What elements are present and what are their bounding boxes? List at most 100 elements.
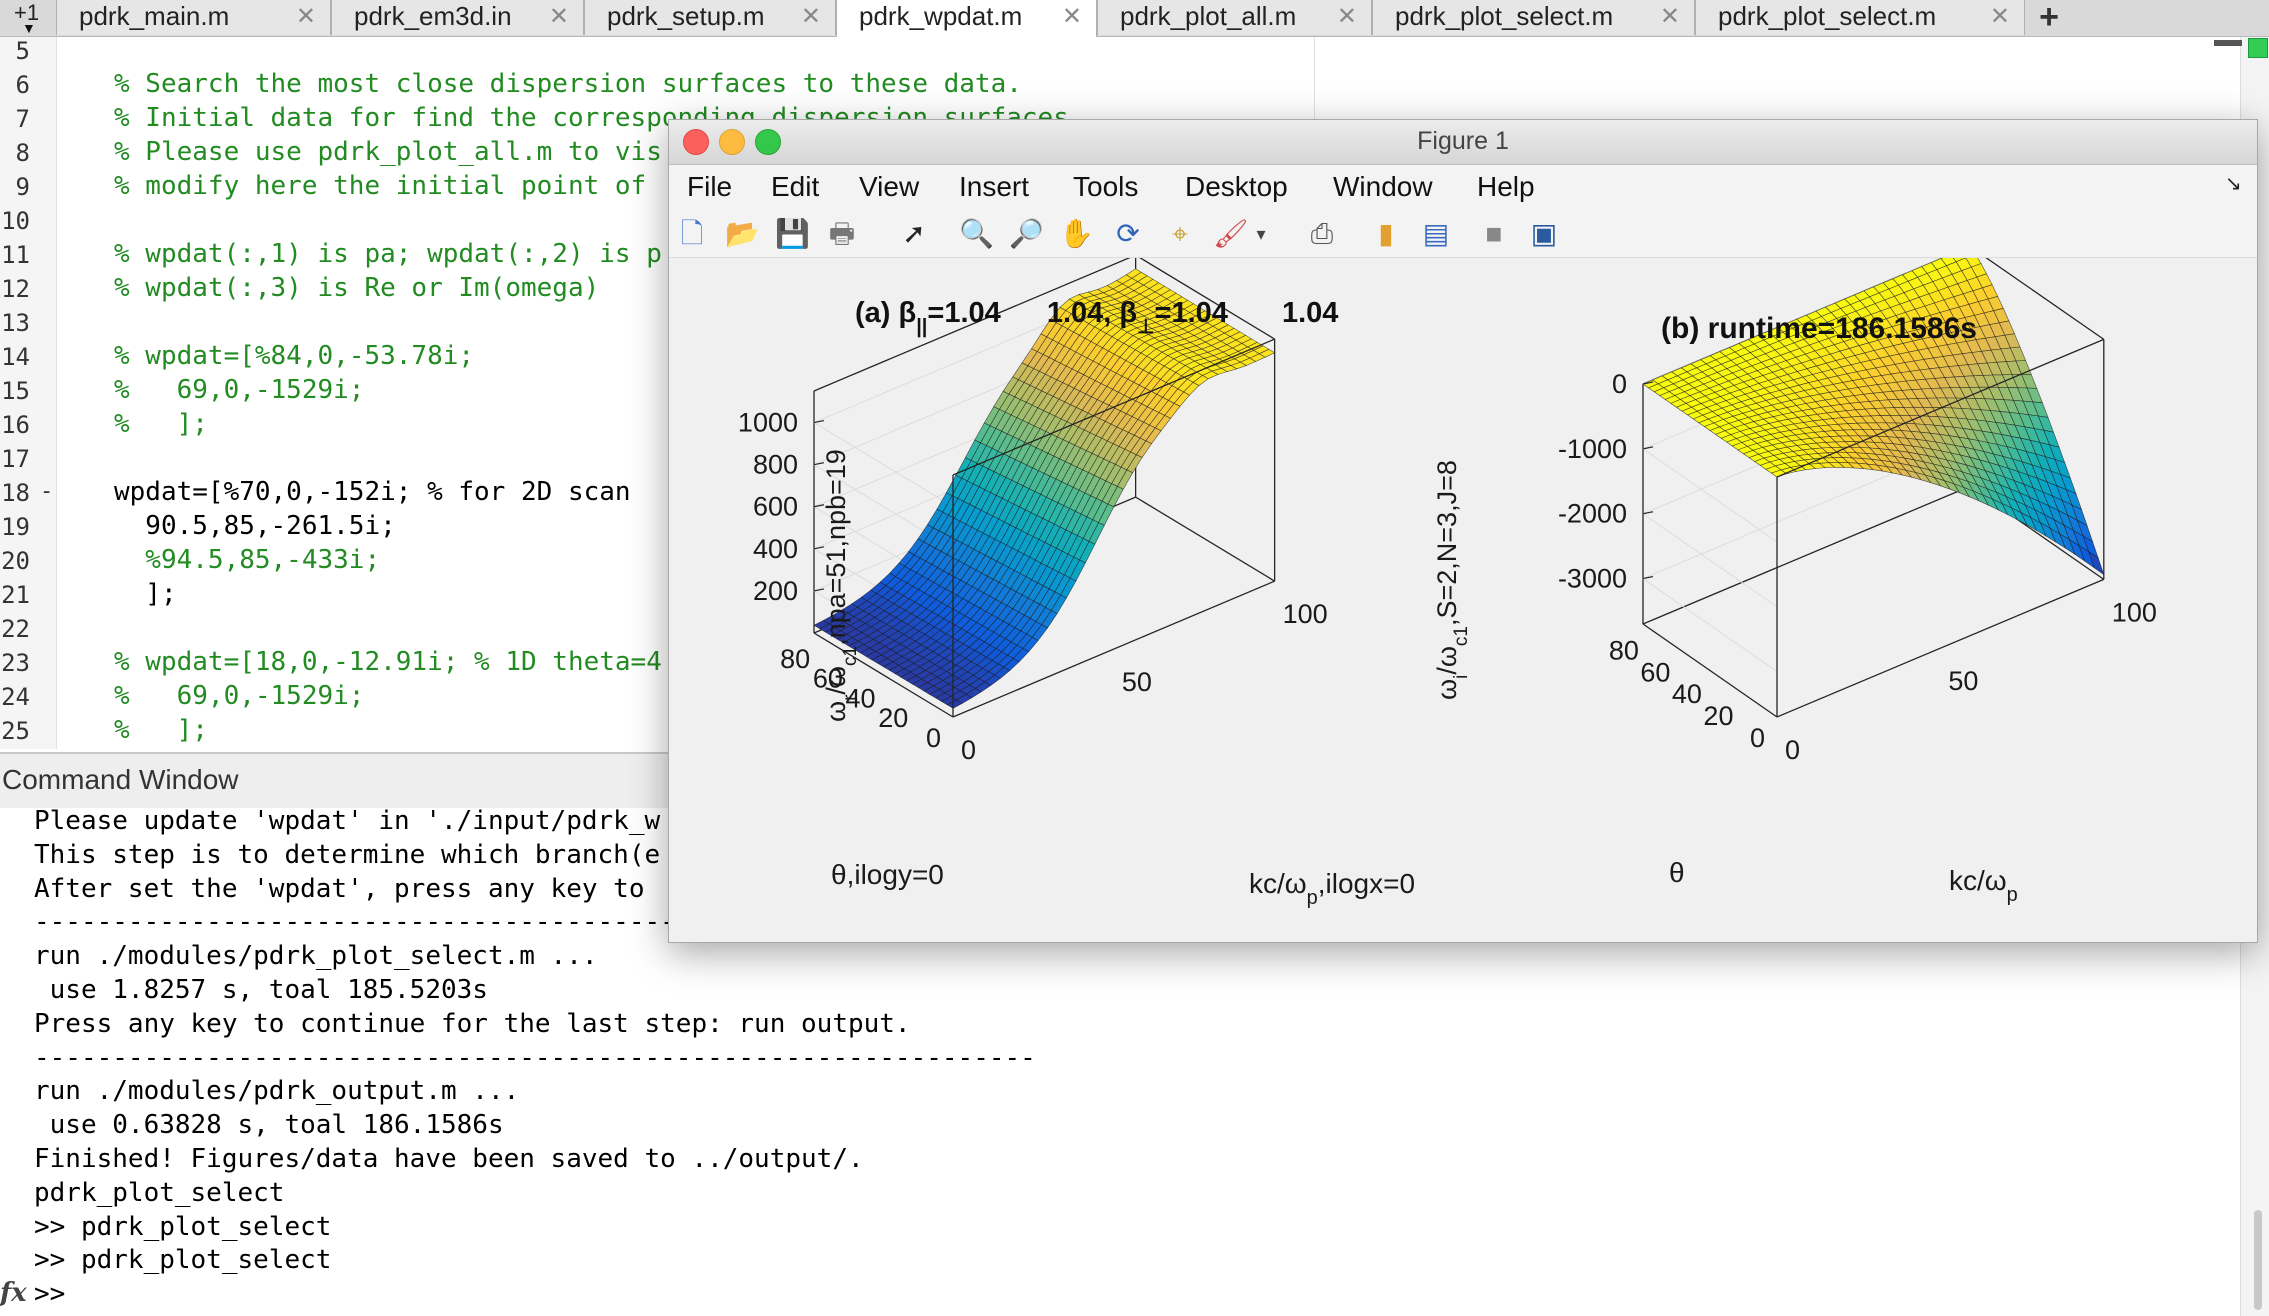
line-number: 8 (15, 139, 30, 167)
tab-pdrk-main-m[interactable]: pdrk_main.m ✕ (56, 0, 331, 35)
code-line: % wpdat(:,1) is pa; wpdat(:,2) is p (114, 239, 662, 269)
maximize-window-icon[interactable] (755, 129, 781, 155)
print-icon[interactable]: 🖶 (828, 218, 856, 249)
z-tick-mark (813, 588, 825, 592)
command-output-line: >> pdrk_plot_select (34, 1211, 332, 1242)
line-number-gutter: 5 6 7 8 9 10 11 12 13 14 15 16 17 18-19 20 21 22 23 24 25 (0, 37, 57, 749)
open-file-icon[interactable]: 📂 (725, 218, 760, 249)
code-line: % ]; (114, 409, 208, 439)
command-output-line: pdrk_plot_select (34, 1177, 285, 1208)
zoom-in-icon[interactable]: 🔍 (959, 218, 994, 249)
z-tick-label: -2000 (1558, 499, 1627, 529)
code-line: % 69,0,-1529i; (114, 681, 365, 711)
z-tick-label: 1000 (738, 408, 798, 438)
menu-edit[interactable]: Edit (771, 171, 820, 202)
tab-pdrk-plot-all-m[interactable]: pdrk_plot_all.m ✕ (1097, 0, 1372, 35)
code-line: % ]; (114, 715, 208, 745)
z-tick-label: 800 (753, 450, 798, 480)
close-tab-icon[interactable]: ✕ (295, 3, 316, 30)
code-line: %94.5,85,-433i; (114, 545, 381, 575)
tab-label: pdrk_plot_select.m (1718, 1, 1937, 31)
tab-pdrk-setup-m[interactable]: pdrk_setup.m ✕ (584, 0, 836, 35)
line-number: 20 (1, 547, 30, 575)
tab-overflow-count[interactable]: +1 (14, 0, 40, 25)
x-tick-label: 50 (1122, 667, 1152, 697)
save-icon[interactable]: 💾 (775, 218, 810, 249)
code-analyzer-status-icon[interactable] (2248, 38, 2268, 58)
tab-pdrk-plot-select-m[interactable]: pdrk_plot_select.m ✕ (1372, 0, 1695, 35)
x-tick-label: 0 (1785, 735, 1800, 765)
menu-tools[interactable]: Tools (1073, 171, 1139, 202)
surface-patch (2088, 550, 2105, 576)
box-edge (1985, 258, 2105, 340)
code-line: % modify here the initial point of (114, 171, 647, 201)
menu-help[interactable]: Help (1477, 171, 1535, 202)
menu-window[interactable]: Window (1333, 171, 1433, 202)
breakpoint-marker[interactable]: - (40, 479, 54, 504)
menu-file[interactable]: File (687, 171, 733, 202)
tab-label: pdrk_setup.m (607, 1, 765, 31)
rotate-3d-icon[interactable]: ⟳ (1116, 218, 1140, 249)
y-tick-label: 20 (1703, 701, 1733, 731)
link-plot-icon[interactable]: ⎙ (1310, 218, 1334, 249)
surface-mesh (813, 268, 1276, 709)
scrollbar-thumb[interactable] (2254, 1210, 2262, 1310)
close-tab-icon[interactable]: ✕ (1336, 3, 1357, 30)
z-tick-mark (1642, 381, 1654, 385)
brush-icon[interactable]: 🖌 (1213, 218, 1249, 249)
command-output-line: >> (34, 1279, 81, 1310)
command-output-line: run ./modules/pdrk_output.m ... (34, 1076, 520, 1107)
line-number: 22 (1, 615, 30, 643)
tab-pdrk-wpdat-m[interactable]: pdrk_wpdat.m ✕ (836, 0, 1097, 37)
plot-area[interactable]: 200 400 600 800 1000 0 20 40 60 80 0 50 100 (a) β||=1… (669, 258, 2257, 942)
box-edge (1135, 496, 1275, 582)
line-number: 15 (1, 377, 30, 405)
tab-pdrk-em3d-in[interactable]: pdrk_em3d.in ✕ (331, 0, 584, 35)
close-tab-icon[interactable]: ✕ (1061, 3, 1082, 30)
grid-line (813, 422, 954, 507)
close-tab-icon[interactable]: ✕ (1659, 3, 1680, 30)
y-tick-label: 60 (1640, 657, 1670, 687)
figure-title-bar[interactable]: Figure 1 (669, 120, 2257, 165)
z-tick-label: 200 (753, 576, 798, 606)
line-number: 14 (1, 343, 30, 371)
close-tab-icon[interactable]: ✕ (1989, 3, 2010, 30)
surface-mesh (1642, 258, 2105, 576)
menu-view[interactable]: View (859, 171, 920, 202)
dropdown-arrow-icon[interactable]: ▾ (1256, 224, 1266, 244)
y-tick-label: 60 (813, 664, 843, 694)
data-cursor-icon[interactable]: ⌖ (1172, 218, 1188, 249)
colorbar-icon[interactable]: ▮ (1378, 218, 1394, 249)
axis-line-y (813, 632, 954, 718)
hide-tools-icon[interactable]: ■ (1485, 218, 1503, 249)
tab-pdrk-plot-select-m[interactable]: pdrk_plot_select.m ✕ (1695, 0, 2025, 35)
zoom-out-icon[interactable]: 🔎 (1009, 218, 1044, 249)
pan-hand-icon[interactable]: ✋ (1059, 218, 1094, 249)
menu-insert[interactable]: Insert (959, 171, 1030, 202)
chevron-down-icon[interactable]: ▼ (22, 20, 36, 36)
show-tools-icon[interactable]: ▣ (1530, 218, 1558, 249)
menu-desktop[interactable]: Desktop (1185, 171, 1288, 202)
y-axis-label: θ,ilogy=0 (831, 859, 944, 890)
legend-icon[interactable]: ▤ (1422, 218, 1450, 249)
dock-figure-icon[interactable]: ↘ (2225, 173, 2242, 195)
line-number: 16 (1, 411, 30, 439)
y-tick-label: 80 (780, 644, 810, 674)
z-tick-label: 0 (1612, 369, 1627, 399)
line-number: 23 (1, 649, 30, 677)
pointer-icon[interactable]: ➚ (902, 218, 926, 249)
close-window-icon[interactable] (683, 129, 709, 155)
z-tick-mark (813, 546, 825, 550)
y-axis-label: θ (1669, 857, 1685, 888)
figure-window[interactable]: Figure 1 File Edit View Insert Tools Desktop W… (668, 119, 2258, 943)
minimize-window-icon[interactable] (719, 129, 745, 155)
close-tab-icon[interactable]: ✕ (548, 3, 569, 30)
line-number: 19 (1, 513, 30, 541)
function-browser-icon[interactable]: fx (0, 1278, 27, 1308)
add-tab-button[interactable]: + (2039, 0, 2059, 36)
close-tab-icon[interactable]: ✕ (800, 3, 821, 30)
new-figure-icon[interactable]: 🗋 (680, 218, 704, 249)
